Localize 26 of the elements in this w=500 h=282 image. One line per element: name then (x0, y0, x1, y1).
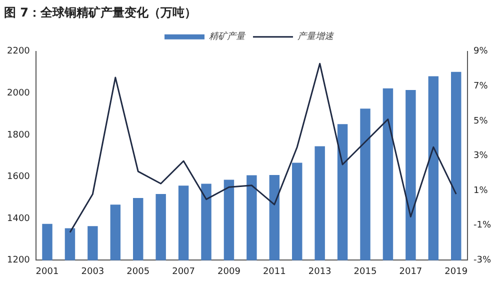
y2-tick-label: -3% (473, 256, 492, 266)
y-tick-label: 1600 (7, 172, 30, 182)
x-tick-label: 2019 (444, 266, 468, 277)
y2-tick-label: 3% (473, 151, 488, 162)
legend-label: 精矿产量 (209, 31, 246, 42)
y-tick-label: 2000 (7, 88, 30, 99)
legend-label: 产量增速 (298, 31, 334, 42)
y2-tick-label: 7% (473, 82, 488, 92)
y2-tick-label: 9% (473, 46, 488, 57)
y-tick-label: 1800 (7, 130, 30, 140)
x-tick-label: 2015 (354, 266, 377, 277)
y-tick-label: 1400 (7, 214, 30, 224)
y2-tick-label: 1% (473, 186, 488, 196)
chart-title: 图 7：全球铜精矿产量变化（万吨） (4, 5, 197, 20)
y2-tick-label: -1% (473, 220, 492, 231)
x-tick-label: 2003 (81, 266, 104, 277)
y2-tick-label: 5% (473, 116, 488, 126)
y-tick-label: 2200 (7, 46, 30, 57)
x-tick-label: 2009 (218, 266, 241, 277)
x-tick-label: 2011 (262, 266, 286, 277)
y-tick-label: 1200 (7, 256, 30, 266)
x-tick-label: 2017 (399, 266, 422, 277)
x-tick-label: 2005 (126, 266, 150, 277)
x-tick-label: 2013 (308, 266, 332, 277)
x-tick-label: 2001 (36, 266, 59, 277)
x-tick-label: 2007 (172, 266, 195, 277)
